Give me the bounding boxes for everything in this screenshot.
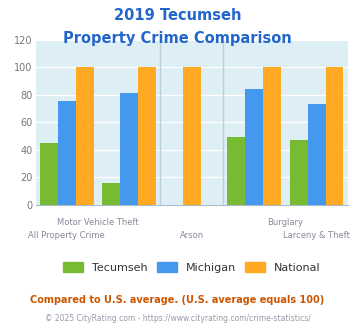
Bar (120, 93, 138, 205)
Bar (326, 67, 343, 205)
Text: All Property Crime: All Property Crime (28, 231, 105, 240)
Legend: Tecumseh, Michigan, National: Tecumseh, Michigan, National (61, 260, 322, 275)
Text: Motor Vehicle Theft: Motor Vehicle Theft (57, 218, 139, 227)
Bar (138, 67, 156, 205)
Text: Larceny & Theft: Larceny & Theft (283, 231, 350, 240)
Bar (58, 102, 76, 205)
Bar (76, 67, 93, 205)
Bar (308, 104, 326, 205)
Text: Compared to U.S. average. (U.S. average equals 100): Compared to U.S. average. (U.S. average … (31, 295, 324, 305)
Bar (290, 140, 308, 205)
Bar (245, 89, 263, 205)
Text: © 2025 CityRating.com - https://www.cityrating.com/crime-statistics/: © 2025 CityRating.com - https://www.city… (45, 314, 310, 323)
Text: Arson: Arson (180, 231, 204, 240)
Text: 2019 Tecumseh: 2019 Tecumseh (114, 8, 241, 23)
Text: Burglary: Burglary (267, 218, 304, 227)
Bar (228, 137, 245, 205)
Bar (103, 182, 120, 205)
Text: Property Crime Comparison: Property Crime Comparison (63, 31, 292, 46)
Bar (183, 67, 201, 205)
Bar (40, 143, 58, 205)
Bar (263, 67, 281, 205)
